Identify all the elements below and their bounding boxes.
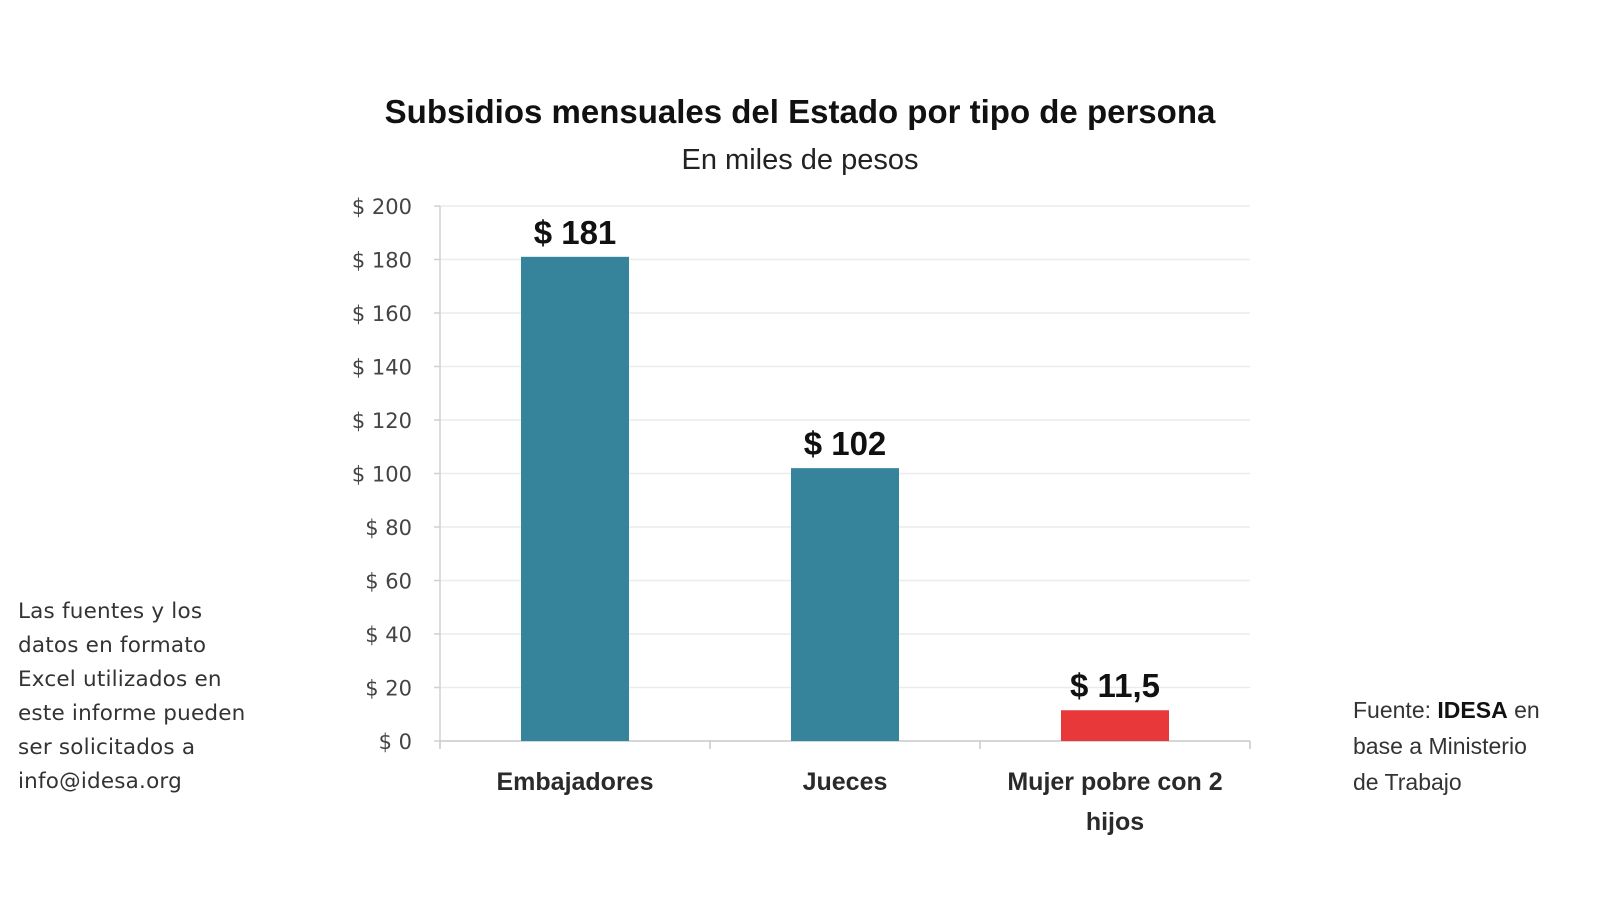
source-prefix: Fuente:: [1353, 697, 1438, 723]
category-label: Jueces: [803, 768, 888, 796]
y-tick-label: $ 0: [379, 730, 412, 754]
data-request-note: Las fuentes y los datos en formato Excel…: [18, 595, 288, 799]
y-tick-label: $ 60: [365, 570, 412, 594]
y-tick-label: $ 100: [352, 463, 412, 487]
source-line: Fuente: IDESA en: [1353, 692, 1593, 728]
source-line: de Trabajo: [1353, 769, 1462, 795]
y-tick-label: $ 40: [365, 623, 412, 647]
source-line: base a Ministerio: [1353, 733, 1527, 759]
data-label: $ 181: [534, 214, 617, 251]
category-label: Mujer pobre con 2: [1007, 768, 1222, 796]
chart-subtitle: En miles de pesos: [681, 144, 919, 176]
bar: [791, 468, 899, 741]
note-line: datos en formato: [18, 633, 207, 658]
bar: [521, 256, 629, 741]
source-suffix: en: [1507, 697, 1540, 723]
note-line: Excel utilizados en: [18, 667, 222, 692]
chart-title: Subsidios mensuales del Estado por tipo …: [384, 93, 1216, 130]
y-tick-label: $ 20: [365, 677, 412, 701]
data-label: $ 102: [804, 425, 887, 462]
category-label: Embajadores: [496, 768, 653, 796]
y-tick-label: $ 160: [352, 302, 412, 326]
y-tick-label: $ 140: [352, 356, 412, 380]
source-note: Fuente: IDESA en base a Ministerio de Tr…: [1353, 692, 1593, 800]
y-tick-label: $ 200: [352, 195, 412, 219]
category-label: hijos: [1086, 808, 1144, 836]
y-tick-label: $ 180: [352, 249, 412, 273]
note-line: este informe pueden: [18, 701, 246, 726]
note-line: Las fuentes y los: [18, 599, 203, 624]
note-line: ser solicitados a: [18, 735, 196, 760]
source-org: IDESA: [1437, 697, 1508, 723]
y-tick-label: $ 80: [365, 516, 412, 540]
bar: [1061, 710, 1169, 741]
data-label: $ 11,5: [1070, 667, 1160, 704]
note-email: info@idesa.org: [18, 769, 182, 794]
y-tick-label: $ 120: [352, 409, 412, 433]
